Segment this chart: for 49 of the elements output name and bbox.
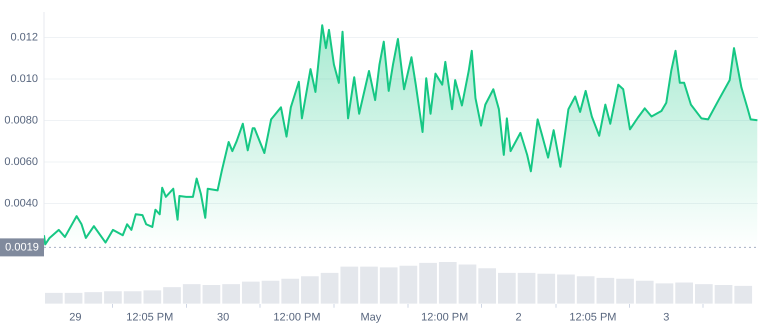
x-tick-label: 29 <box>69 311 82 324</box>
x-tick-label: 2 <box>516 311 522 324</box>
bar <box>557 274 575 304</box>
y-tick-label: 0.0060 <box>4 156 38 168</box>
x-tick-label: 12:00 PM <box>421 311 468 324</box>
bar <box>596 278 614 304</box>
y-tick-label: 0.010 <box>10 73 38 86</box>
y-tick-label: 0.0080 <box>4 114 38 127</box>
bar <box>104 291 122 304</box>
bar <box>44 292 63 304</box>
bar <box>380 267 398 304</box>
x-tick-label: 3 <box>663 311 670 324</box>
bar <box>714 284 732 304</box>
bar <box>64 292 82 304</box>
bar <box>202 284 220 304</box>
y-tick-label: 0.012 <box>10 32 38 44</box>
bar <box>656 283 674 304</box>
bar <box>478 268 496 304</box>
bar <box>734 286 752 304</box>
x-tick-label: 12:05 PM <box>569 311 616 324</box>
bar <box>537 274 556 304</box>
bar <box>419 262 437 304</box>
ref-line-label: 0.0019 <box>5 241 39 254</box>
bar <box>143 290 162 304</box>
x-tick-label: 30 <box>216 311 230 324</box>
bar <box>400 266 418 304</box>
bar <box>518 272 536 304</box>
x-tick-label: 12:00 PM <box>273 311 321 324</box>
bar <box>636 280 654 304</box>
bar <box>498 272 516 304</box>
bar <box>675 282 693 304</box>
bar <box>163 287 181 304</box>
bar <box>262 280 280 304</box>
bar <box>124 291 142 304</box>
bar <box>242 282 260 304</box>
bar <box>616 278 634 304</box>
x-tick-label: 12:05 PM <box>126 311 174 324</box>
bar <box>340 266 358 304</box>
bar <box>182 284 201 304</box>
bar <box>222 284 240 304</box>
bar <box>576 276 595 304</box>
x-tick-label: May <box>360 311 382 324</box>
bar <box>360 266 378 304</box>
bar <box>694 284 713 304</box>
bar <box>458 264 476 304</box>
bar <box>281 278 300 304</box>
bar <box>438 262 457 304</box>
y-tick-label: 0.0040 <box>4 198 38 210</box>
bar <box>84 292 102 304</box>
